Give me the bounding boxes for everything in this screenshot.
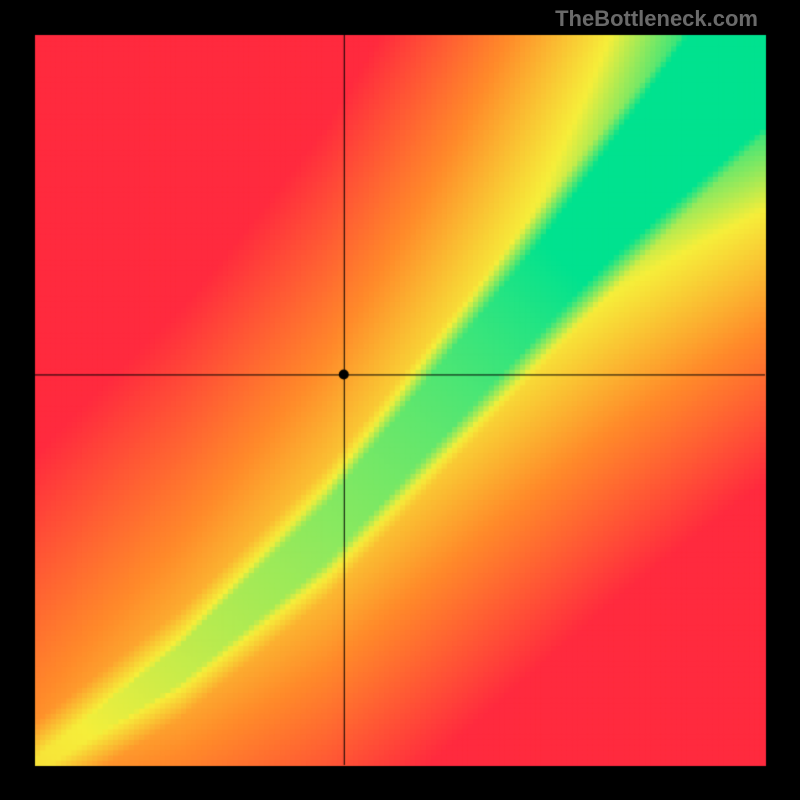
source-watermark: TheBottleneck.com bbox=[555, 6, 758, 32]
bottleneck-heatmap bbox=[0, 0, 800, 800]
chart-container: { "source_watermark": { "text": "TheBott… bbox=[0, 0, 800, 800]
